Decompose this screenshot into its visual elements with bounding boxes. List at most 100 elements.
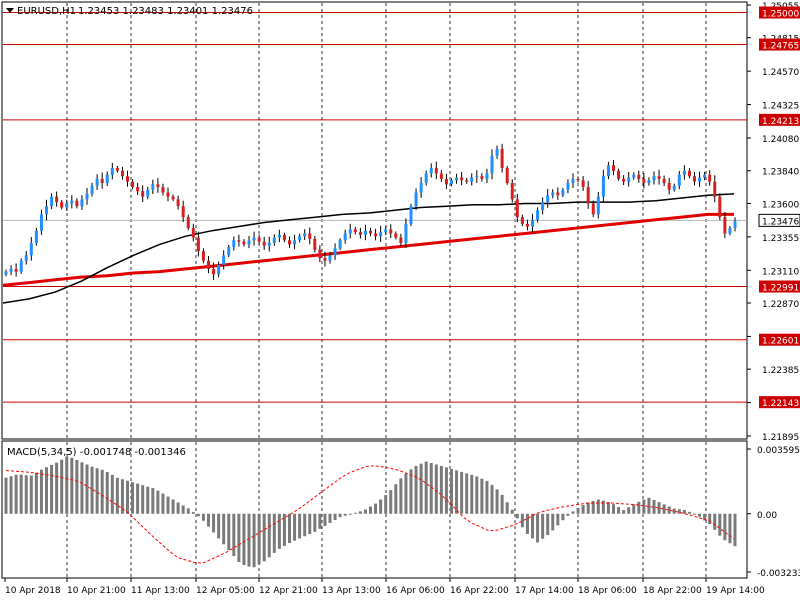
candle-bear [510,182,514,200]
macd-bar [571,511,575,514]
symbol-label: EURUSD,H1 [17,6,76,17]
candle-bull [728,228,732,234]
time-label: 16 Apr 06:00 [386,586,445,596]
candle-bull [217,264,221,275]
macd-bar [318,513,322,529]
macd-bar [414,465,418,514]
candle-bull [652,176,656,181]
macd-bar [181,505,185,514]
macd-bar [581,505,585,514]
candle-bull [252,237,256,241]
candle-bull [34,230,38,244]
candle-bull [227,247,231,256]
macd-bar [191,511,195,514]
macd-bar [298,513,302,539]
macd-bar [186,508,190,514]
candle-bear [591,203,595,215]
candle-bear [318,249,322,259]
macd-bar [338,513,342,518]
macd-bar [60,459,64,514]
macd-bar [146,486,150,514]
macd-bar [642,499,646,514]
macd-bar [465,473,469,514]
candle-bull [105,174,109,183]
candle-bear [262,241,266,246]
candle-bear [399,237,403,244]
candle-bull [272,237,276,244]
candle-bear [141,191,145,197]
macd-bar [262,513,266,562]
macd-bar [70,457,74,514]
macd-bar [698,513,702,517]
level-price-box [759,6,800,19]
candle-bear [161,187,165,193]
macd-bar [682,509,686,514]
macd-bar [556,513,560,526]
candle-bear [191,228,195,238]
candle-bull [363,230,367,235]
macd-bar [100,469,104,514]
macd-bar [677,509,681,514]
macd-bar [115,477,119,514]
candle-bear [126,176,129,182]
macd-bar [404,473,408,514]
candle-bull [39,214,43,231]
candle-bull [536,210,540,220]
macd-bar [601,500,605,514]
candle-bear [586,187,590,204]
macd-bar [39,469,43,514]
level-price-label: 1.22601 [762,337,799,347]
macd-bar [495,489,499,514]
macd-bar [247,513,251,567]
candle-bear [181,206,185,218]
candle-bull [632,174,636,178]
macd-bar [29,475,33,514]
candle-bear [136,187,140,192]
candle-bear [14,268,18,272]
macd-bar [65,456,69,514]
macd-bar [662,504,666,514]
candle-bull [70,200,74,204]
candle-bear [657,176,661,179]
time-label: 13 Apr 13:00 [322,586,381,596]
candle-bull [551,192,555,196]
candle-bear [131,181,135,188]
candle-bull [647,180,651,183]
macd-bar [207,513,210,527]
macd-title: MACD(5,34,5) [7,447,77,458]
macd-bar [551,513,555,531]
candle-bull [29,243,33,256]
candle-bull [495,148,499,156]
candle-bear [201,251,205,261]
macd-bar [591,501,595,514]
candle-bear [465,180,469,182]
macd-bar [19,474,23,514]
candle-bull [698,177,702,182]
candle-bear [156,184,160,188]
macd-bar [632,504,636,514]
macd-bar [693,513,696,515]
macd-bar [34,472,38,514]
level-price-label: 1.24765 [762,42,799,52]
macd-bar [75,460,79,514]
candle-bull [277,234,281,238]
candle-bull [80,199,84,207]
price-tick-label: 1.24080 [762,135,799,145]
price-tick-label: 1.23355 [762,234,799,244]
macd-bar [333,513,337,521]
candle-bull [531,219,534,227]
collapse-triangle-icon[interactable] [6,8,14,13]
macd-bar [460,471,464,514]
candle-bear [556,192,560,196]
candle-bear [100,178,104,183]
macd-bar [212,513,216,533]
level-price-box [759,38,800,51]
macd-bar [374,503,378,514]
candle-bull [45,206,48,215]
candle-bear [637,174,641,179]
macd-bar [9,476,13,514]
candle-bull [733,221,737,229]
macd-bar [308,513,312,535]
candle-bear [460,177,464,181]
